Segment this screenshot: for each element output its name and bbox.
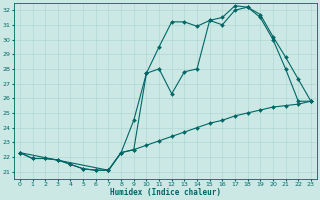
X-axis label: Humidex (Indice chaleur): Humidex (Indice chaleur) — [110, 188, 221, 197]
